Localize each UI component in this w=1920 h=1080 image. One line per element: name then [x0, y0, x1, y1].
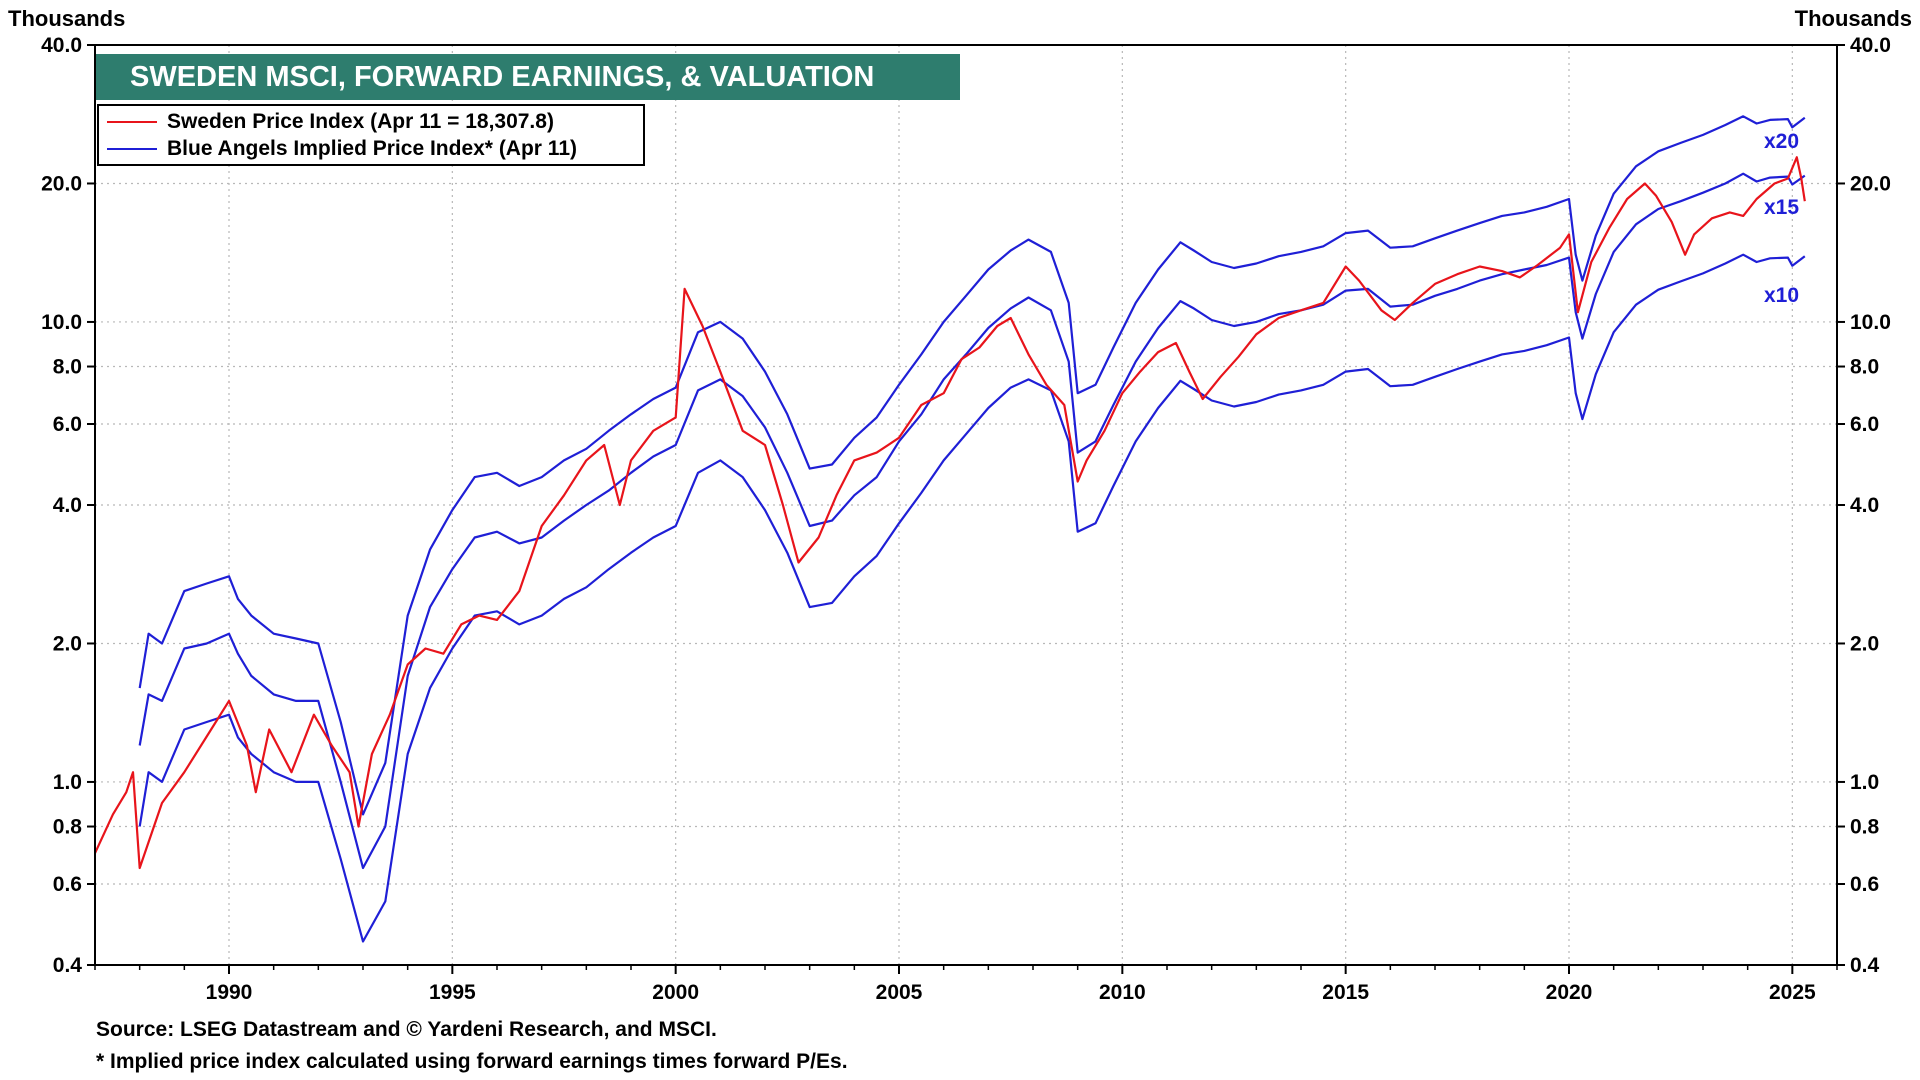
- y-tick-label-left: 2.0: [53, 632, 82, 655]
- x-tick-label: 2025: [1769, 981, 1816, 1004]
- x-tick-label: 2015: [1322, 981, 1369, 1004]
- grid-lines: [95, 45, 1837, 965]
- y-tick-label-left: 8.0: [53, 356, 82, 379]
- y-tick-label-right: 8.0: [1850, 356, 1879, 379]
- legend: Sweden Price Index (Apr 11 = 18,307.8) B…: [97, 104, 645, 166]
- x-tick-label: 2000: [652, 981, 699, 1004]
- series-lines: [94, 115, 1806, 943]
- y-tick-label-right: 0.6: [1850, 873, 1879, 896]
- y-tick-label-right: 2.0: [1850, 632, 1879, 655]
- right-axis-unit-label: Thousands: [1794, 6, 1912, 31]
- series-line-sweden-price: [94, 156, 1806, 870]
- multiplier-label-x20: x20: [1764, 130, 1800, 153]
- multiplier-label-x10: x10: [1764, 284, 1800, 307]
- y-tick-label-right: 0.4: [1850, 954, 1880, 977]
- y-tick-label-left: 10.0: [41, 311, 82, 334]
- x-tick-label: 2005: [876, 981, 923, 1004]
- legend-label-implied: Blue Angels Implied Price Index* (Apr 11…: [167, 137, 578, 160]
- legend-swatch-price: [107, 121, 157, 123]
- y-tick-label-left: 0.8: [53, 816, 83, 839]
- y-tick-label-left: 1.0: [53, 771, 82, 794]
- series-line-implied-x15: [138, 172, 1806, 870]
- x-tick-label: 2010: [1099, 981, 1146, 1004]
- y-tick-label-left: 6.0: [53, 413, 82, 436]
- y-tick-label-left: 0.6: [53, 873, 82, 896]
- series-line-implied-x20: [138, 115, 1806, 816]
- legend-item-price: Sweden Price Index (Apr 11 = 18,307.8): [107, 109, 554, 135]
- y-tick-label-left: 0.4: [53, 954, 83, 977]
- y-tick-label-right: 4.0: [1850, 494, 1879, 517]
- x-tick-label: 1995: [429, 981, 476, 1004]
- x-tick-label: 1990: [206, 981, 253, 1004]
- legend-swatch-implied: [107, 148, 157, 150]
- y-tick-label-left: 40.0: [41, 34, 82, 57]
- series-line-implied-x10: [138, 253, 1806, 943]
- y-tick-label-right: 0.8: [1850, 816, 1880, 839]
- y-tick-label-left: 4.0: [53, 494, 82, 517]
- y-tick-label-right: 40.0: [1850, 34, 1891, 57]
- source-footnote: Source: LSEG Datastream and © Yardeni Re…: [96, 1018, 717, 1041]
- legend-item-implied: Blue Angels Implied Price Index* (Apr 11…: [107, 136, 577, 162]
- implied-footnote: * Implied price index calculated using f…: [96, 1050, 848, 1073]
- left-axis-unit-label: Thousands: [8, 6, 126, 31]
- y-tick-label-right: 1.0: [1850, 771, 1879, 794]
- y-tick-label-left: 20.0: [41, 172, 82, 195]
- chart-title: SWEDEN MSCI, FORWARD EARNINGS, & VALUATI…: [96, 54, 960, 100]
- axes: 0.4 0.4 0.6 0.6 0.8 0.8 1.0 1.0 2.0 2.0 4.0 4.0 6.0 6…: [41, 34, 1891, 1004]
- legend-label-price: Sweden Price Index (Apr 11 = 18,307.8): [167, 110, 554, 133]
- y-tick-label-right: 20.0: [1850, 172, 1891, 195]
- y-tick-label-right: 10.0: [1850, 311, 1891, 334]
- y-tick-label-right: 6.0: [1850, 413, 1879, 436]
- multiplier-label-x15: x15: [1764, 196, 1800, 219]
- x-tick-label: 2020: [1546, 981, 1593, 1004]
